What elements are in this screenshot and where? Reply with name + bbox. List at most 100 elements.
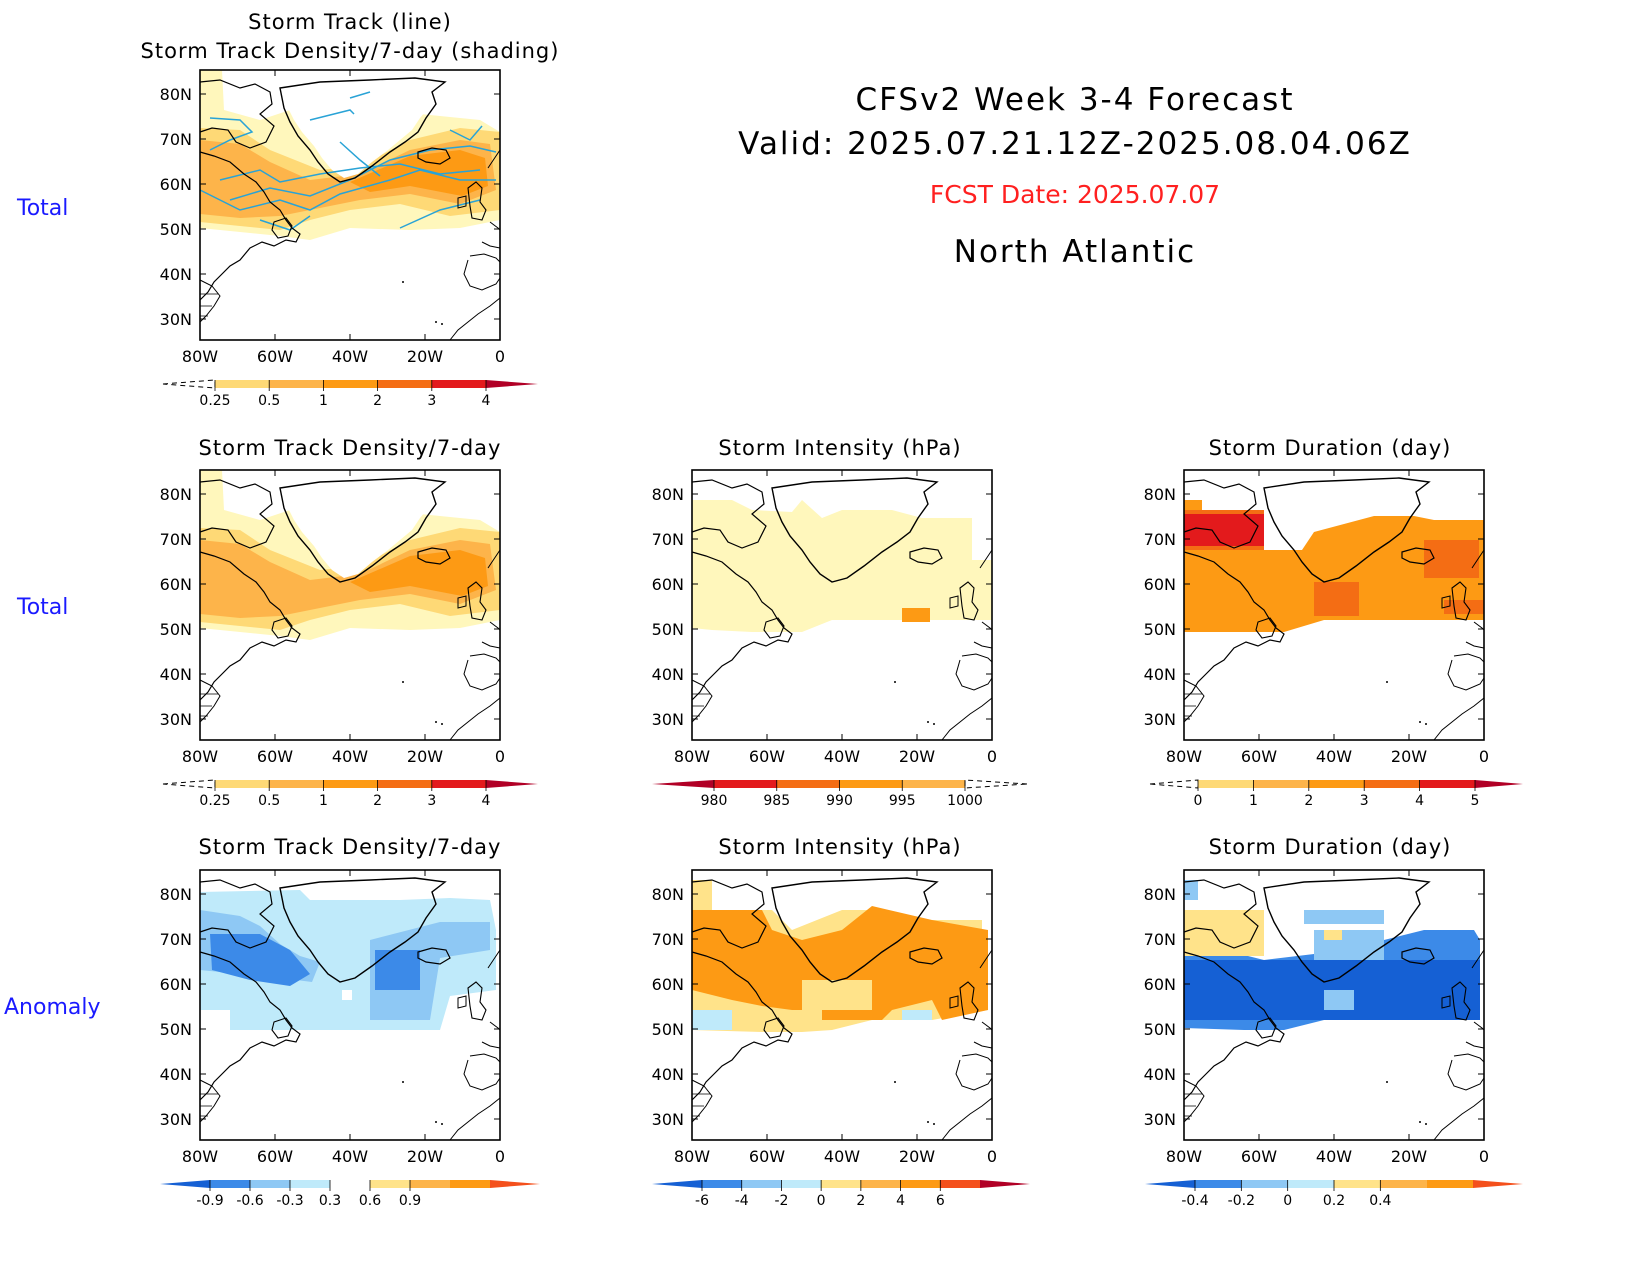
lon-label: 20W: [1391, 1147, 1427, 1166]
colorbar-segment: [1198, 780, 1254, 788]
row-label-total-1: Total: [17, 196, 69, 221]
colorbar-end-right: [490, 1180, 540, 1188]
colorbar-label: 0.6: [359, 1193, 381, 1209]
lon-label: 60W: [257, 747, 293, 766]
lat-label: 70N: [160, 530, 192, 549]
p3-map: 80N 70N 60N 50N 40N 30N 80W 60W 40W 20W 0: [652, 469, 997, 766]
panel5-title: Storm Track Density/7-day: [198, 835, 502, 859]
colorbar-label: 995: [889, 793, 916, 809]
colorbar-segment: [902, 780, 965, 788]
colorbar-segment: [215, 380, 270, 388]
row-label-total-2: Total: [17, 595, 69, 620]
lon-label: 80W: [1166, 1147, 1202, 1166]
storm-track-line: [219, 163, 481, 183]
lat-label: 60N: [1144, 975, 1176, 994]
lat-label: 70N: [1144, 530, 1176, 549]
shaded-region: [210, 934, 310, 986]
colorbar-segment: [269, 380, 324, 388]
colorbar-segment: [377, 780, 432, 788]
lat-label: 30N: [652, 1110, 684, 1129]
shaded-region: [342, 990, 352, 1000]
colorbar-segment: [900, 1180, 941, 1188]
lat-label: 70N: [160, 930, 192, 949]
colorbar-segment: [215, 780, 270, 788]
shaded-region: [902, 1010, 932, 1020]
colorbar-segment: [210, 1180, 250, 1188]
lon-label: 60W: [749, 1147, 785, 1166]
colorbar-end-left: [1149, 779, 1199, 789]
lon-label: 80W: [1166, 747, 1202, 766]
shaded-region: [692, 1010, 732, 1030]
colorbar-segment: [940, 1180, 980, 1188]
lon-label: 20W: [899, 747, 935, 766]
colorbar-label: 0.2: [1323, 1193, 1345, 1209]
colorbar-label: 985: [763, 793, 790, 809]
colorbar-segment: [776, 780, 840, 788]
colorbar-end-right: [980, 1180, 1030, 1188]
lat-label: 80N: [160, 85, 192, 104]
lat-label: 30N: [160, 710, 192, 729]
lat-label: 80N: [160, 485, 192, 504]
region-label: North Atlantic: [953, 234, 1197, 270]
colorbar-segment: [269, 780, 324, 788]
lat-label: 80N: [1144, 885, 1176, 904]
greenland-land: [282, 80, 436, 178]
colorbar-segment: [1308, 780, 1365, 788]
colorbar-label: -6: [695, 1193, 709, 1209]
panel1-title-line2: Storm Track Density/7-day (shading): [140, 39, 560, 63]
colorbar-segment: [781, 1180, 822, 1188]
storm-track-line: [229, 145, 497, 201]
lon-label: 40W: [824, 1147, 860, 1166]
colorbar-segment: [741, 1180, 782, 1188]
lon-label: 20W: [407, 1147, 443, 1166]
colorbar-label: 2: [373, 793, 382, 809]
p5-map: 80N 70N 60N 50N 40N 30N 80W 60W 40W 20W 0: [160, 869, 505, 1166]
lat-label: 30N: [1144, 1110, 1176, 1129]
colorbar-segment: [450, 1180, 490, 1188]
colorbar-label: 2: [856, 1193, 865, 1209]
lat-label: 50N: [160, 620, 192, 639]
colorbar-segment: [410, 1180, 450, 1188]
p4-map: 80N 70N 60N 50N 40N 30N 80W 60W 40W 20W 0: [1144, 469, 1489, 766]
p2-map: 80N 70N 60N 50N 40N 30N 80W 60W 40W 20W 0: [160, 469, 505, 766]
colorbar-end-right: [1475, 780, 1523, 788]
storm-track-line: [449, 125, 483, 141]
colorbar-end-left: [162, 779, 216, 789]
shaded-region: [1324, 930, 1342, 940]
lat-label: 50N: [1144, 620, 1176, 639]
shaded-region: [370, 922, 490, 1020]
lat-label: 50N: [160, 1020, 192, 1039]
forecast-date: FCST Date: 2025.07.07: [929, 180, 1221, 209]
shaded-region: [692, 500, 992, 632]
lon-label: 20W: [1391, 747, 1427, 766]
colorbar-label: 0.25: [199, 793, 230, 809]
colorbar-segment: [323, 780, 378, 788]
p1-map: 80N 70N 60N 50N 40N 30N 80W 60W 40W 20W 0: [160, 69, 505, 366]
lat-label: 30N: [1144, 710, 1176, 729]
colorbar-end-right: [1473, 1180, 1523, 1188]
colorbar-segment: [370, 1180, 410, 1188]
storm-track-line: [309, 109, 355, 121]
colorbar-segment: [1426, 1180, 1473, 1188]
lat-label: 30N: [160, 310, 192, 329]
lon-label: 0: [1479, 747, 1489, 766]
lat-label: 40N: [652, 1065, 684, 1084]
p7-map: 80N 70N 60N 50N 40N 30N 80W 60W 40W 20W 0: [1144, 869, 1489, 1166]
lat-label: 40N: [160, 1065, 192, 1084]
storm-track-line: [199, 169, 496, 211]
lon-label: 20W: [899, 1147, 935, 1166]
lon-label: 40W: [332, 747, 368, 766]
colorbar-intensity: 980 985 990 995 1000: [652, 779, 1028, 809]
colorbar-duration: 0 1 2 3 4 5: [1149, 779, 1523, 809]
shaded-region: [1184, 910, 1264, 956]
lat-label: 30N: [652, 710, 684, 729]
colorbar-label: -0.9: [196, 1193, 223, 1209]
colorbar-intensity_anom: -6 -4 -2 0 2 4 6: [652, 1180, 1030, 1209]
lat-label: 80N: [652, 485, 684, 504]
colorbar-segment: [290, 1180, 330, 1188]
lat-label: 70N: [652, 530, 684, 549]
colorbar-label: 1: [319, 793, 328, 809]
colorbar-segment: [330, 1180, 370, 1188]
colorbar-segment: [431, 380, 486, 388]
